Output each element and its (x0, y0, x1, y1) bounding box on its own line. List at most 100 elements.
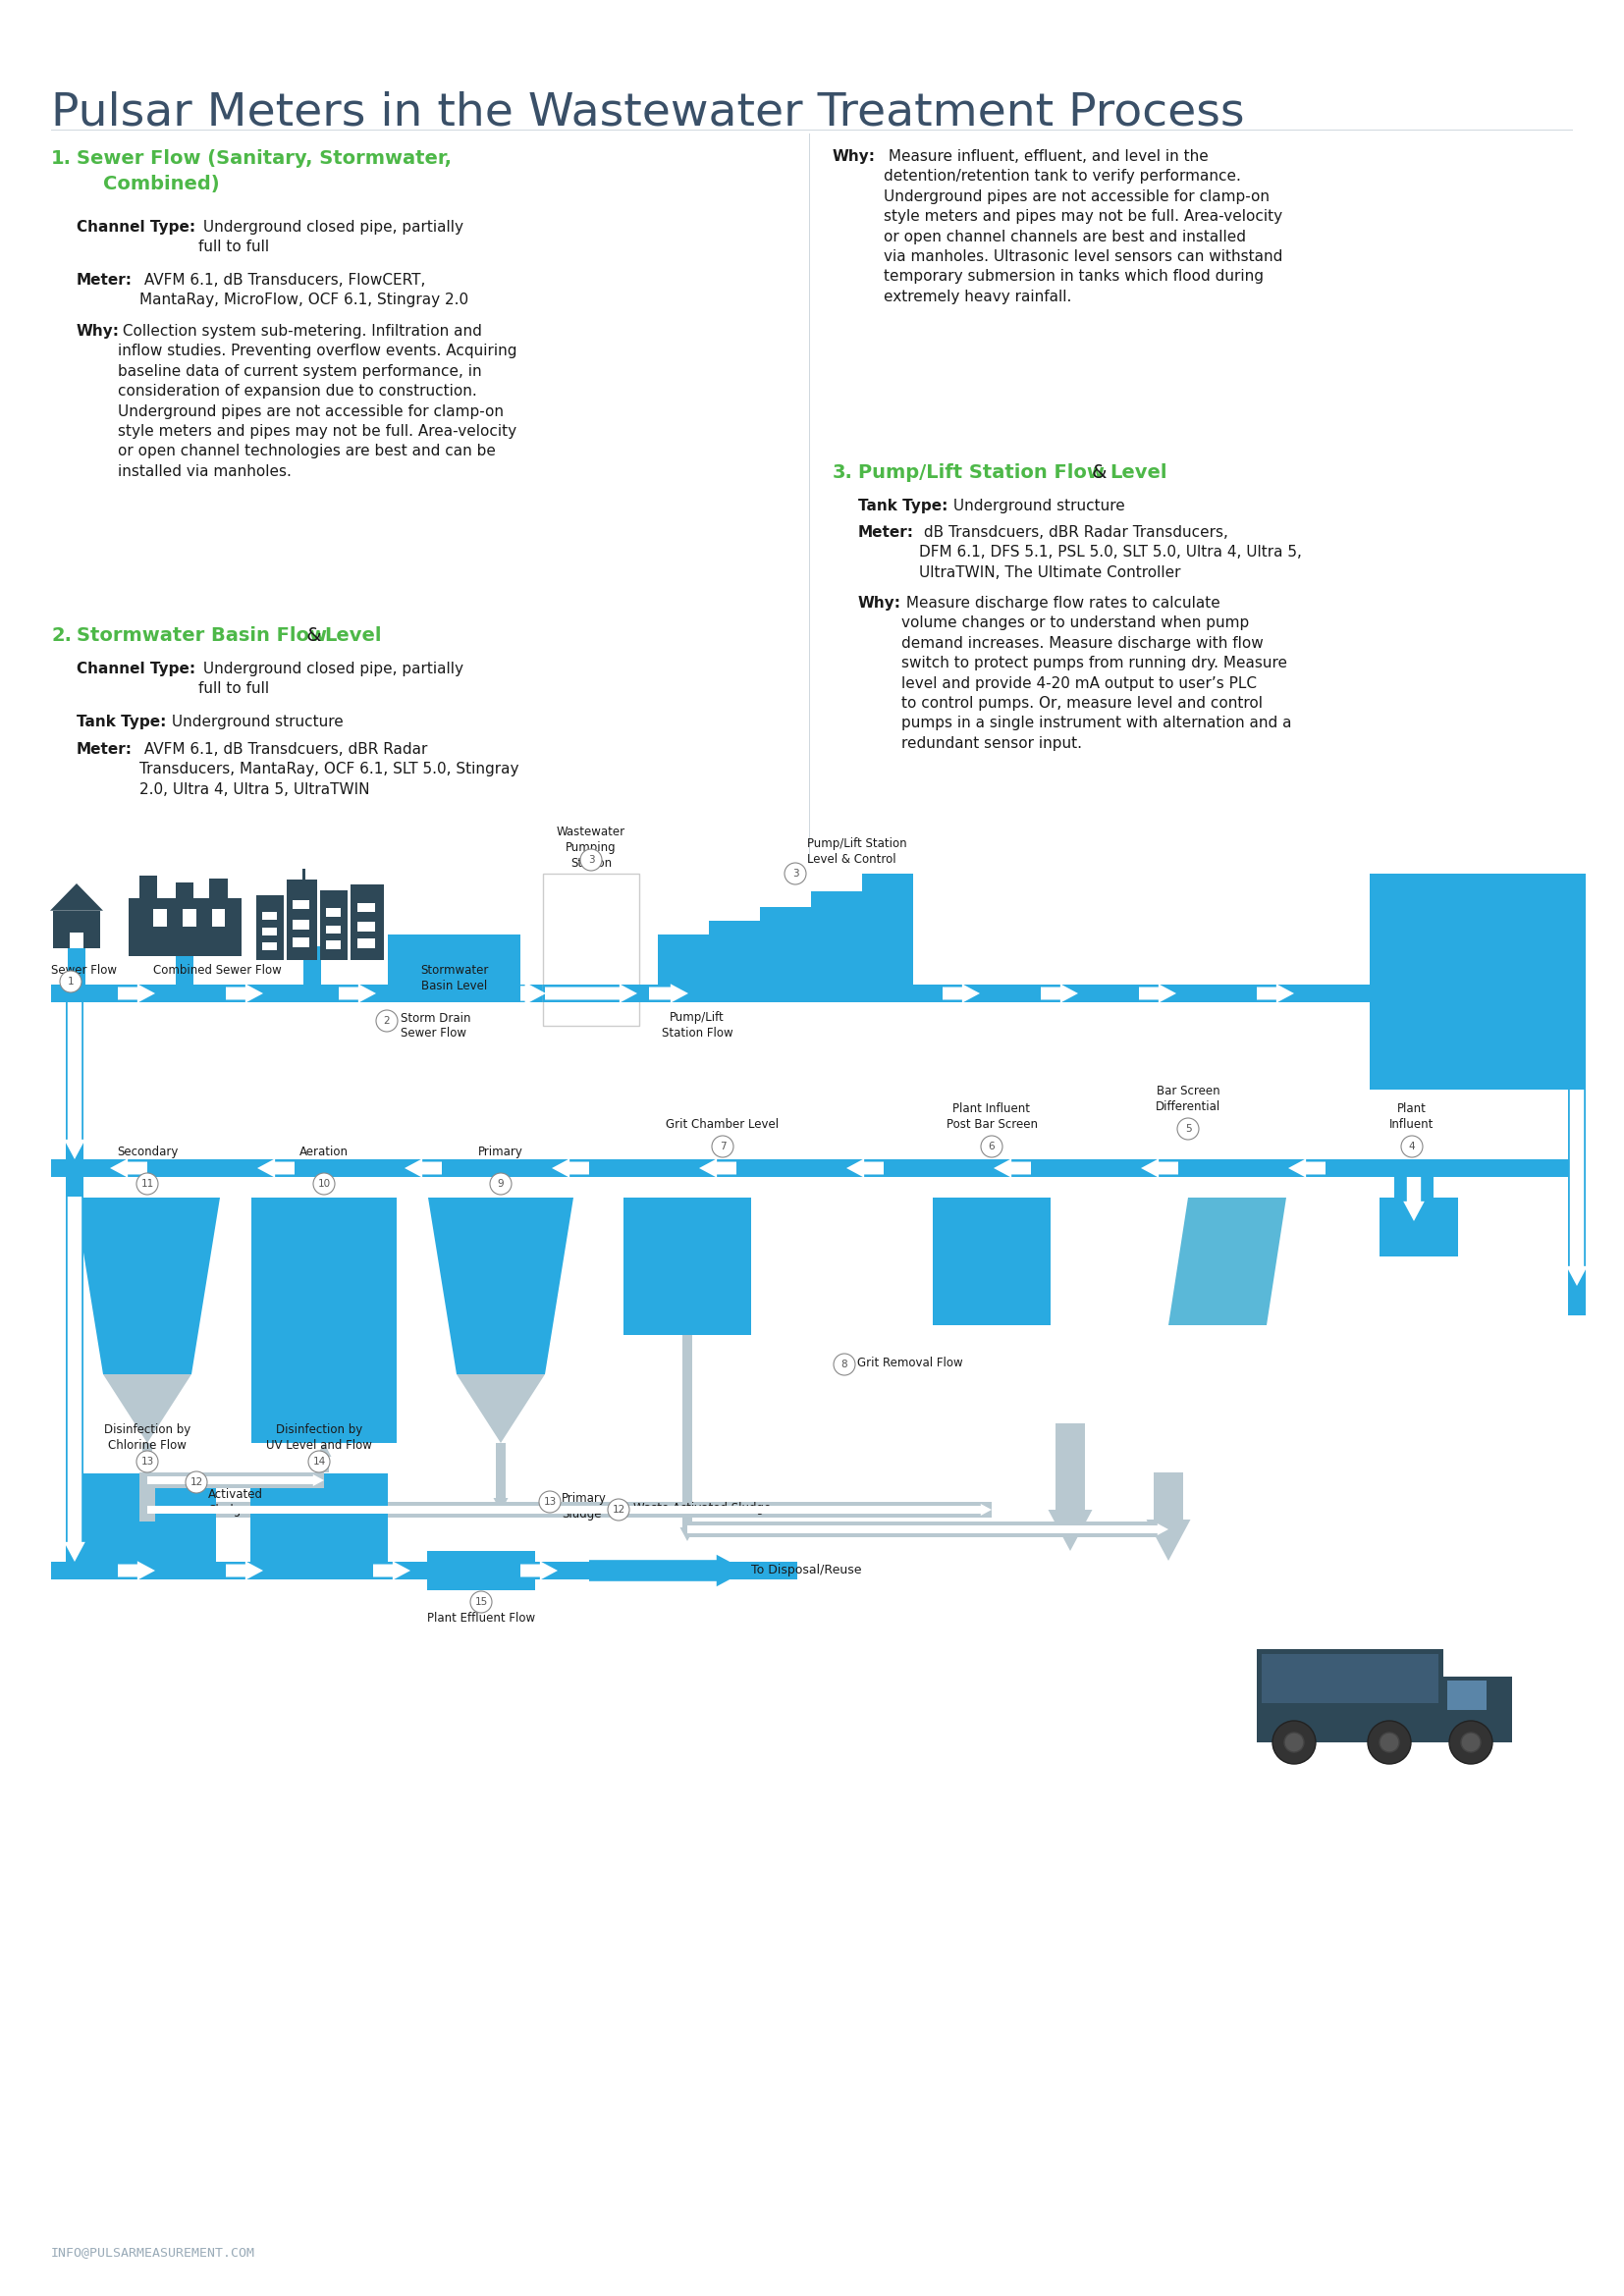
Text: Plant Influent
Post Bar Screen: Plant Influent Post Bar Screen (947, 1102, 1038, 1132)
Polygon shape (1288, 1159, 1325, 1178)
Polygon shape (650, 985, 689, 1003)
Bar (547, 877, 635, 1022)
Bar (182, 909, 197, 928)
Bar (211, 909, 226, 928)
Polygon shape (404, 1159, 442, 1178)
Bar (388, 934, 520, 1003)
Polygon shape (75, 1199, 219, 1375)
Bar (1369, 985, 1585, 1003)
Bar (67, 1003, 83, 1159)
Text: Why:: Why: (76, 324, 120, 338)
Bar (148, 1472, 325, 1488)
Bar (261, 912, 278, 918)
Polygon shape (846, 1159, 883, 1178)
Polygon shape (110, 1159, 148, 1178)
Bar (209, 879, 227, 918)
Bar (357, 902, 375, 912)
Circle shape (185, 1472, 208, 1492)
Polygon shape (456, 1375, 546, 1442)
Polygon shape (1138, 985, 1176, 1003)
Circle shape (377, 1010, 398, 1031)
Bar (292, 937, 310, 948)
Bar (50, 1561, 797, 1580)
Circle shape (1379, 1733, 1400, 1752)
Text: Channel Type:: Channel Type: (76, 220, 195, 234)
Bar (78, 1474, 216, 1561)
Polygon shape (680, 1334, 695, 1541)
Bar (1257, 1649, 1444, 1743)
Bar (1262, 1653, 1439, 1704)
Circle shape (580, 850, 603, 870)
Circle shape (1273, 1720, 1315, 1763)
Bar (427, 1552, 536, 1591)
Bar (710, 921, 760, 1003)
Circle shape (313, 1173, 335, 1194)
Text: Why:: Why: (833, 149, 875, 163)
Polygon shape (374, 1561, 411, 1580)
Polygon shape (226, 985, 263, 1003)
Text: 11: 11 (141, 1178, 154, 1189)
Text: Why:: Why: (857, 597, 901, 611)
Polygon shape (520, 983, 546, 1006)
Text: 12: 12 (612, 1504, 625, 1515)
Bar (760, 907, 810, 1003)
Text: 9: 9 (497, 1178, 503, 1189)
Circle shape (711, 1137, 734, 1157)
Polygon shape (552, 1159, 590, 1178)
Text: AVFM 6.1, dB Transducers, FlowCERT,
MantaRay, MicroFlow, OCF 6.1, Stingray 2.0: AVFM 6.1, dB Transducers, FlowCERT, Mant… (140, 273, 468, 308)
Circle shape (981, 1137, 1002, 1157)
Bar (175, 882, 193, 918)
Circle shape (1462, 1733, 1481, 1752)
Text: Meter:: Meter: (857, 526, 914, 540)
Bar (542, 875, 640, 1026)
Text: Return
Activated
Sludge: Return Activated Sludge (208, 1472, 263, 1518)
Bar (1369, 875, 1585, 1091)
Bar (153, 909, 167, 928)
Polygon shape (63, 1196, 84, 1561)
Polygon shape (1168, 1199, 1286, 1325)
Polygon shape (50, 884, 102, 912)
Polygon shape (1147, 1472, 1190, 1561)
Text: Pump/Lift
Station Flow: Pump/Lift Station Flow (661, 1010, 732, 1040)
Circle shape (833, 1355, 856, 1375)
Text: Meter:: Meter: (76, 273, 133, 287)
Polygon shape (520, 1561, 557, 1580)
Bar (252, 1199, 396, 1442)
Bar (351, 884, 383, 960)
Bar (1369, 1159, 1585, 1178)
Text: 14: 14 (312, 1456, 325, 1467)
Bar (304, 946, 322, 994)
Text: Pump/Lift Station Flow: Pump/Lift Station Flow (857, 464, 1104, 482)
Circle shape (1402, 1137, 1423, 1157)
Text: Pulsar Meters in the Wastewater Treatment Process: Pulsar Meters in the Wastewater Treatmen… (50, 90, 1244, 135)
Text: Stormwater Basin Flow: Stormwater Basin Flow (76, 627, 326, 645)
Text: Measure influent, effluent, and level in the
detention/retention tank to verify : Measure influent, effluent, and level in… (883, 149, 1283, 303)
Text: Plant Effluent Flow: Plant Effluent Flow (427, 1612, 536, 1626)
Circle shape (784, 863, 806, 884)
Circle shape (490, 1173, 512, 1194)
Polygon shape (148, 1474, 325, 1486)
Bar (292, 900, 310, 909)
Text: 13: 13 (544, 1497, 557, 1506)
Text: 2: 2 (383, 1015, 390, 1026)
Text: Wastewater
Pumping
Station: Wastewater Pumping Station (557, 827, 625, 870)
Polygon shape (119, 985, 156, 1003)
Text: 12: 12 (190, 1476, 203, 1488)
Text: dB Transdcuers, dBR Radar Transducers,
DFM 6.1, DFS 5.1, PSL 5.0, SLT 5.0, Ultra: dB Transdcuers, dBR Radar Transducers, D… (919, 526, 1302, 581)
Text: Underground closed pipe, partially
full to full: Underground closed pipe, partially full … (198, 220, 463, 255)
Polygon shape (1257, 985, 1294, 1003)
Circle shape (539, 1490, 560, 1513)
Text: &: & (1086, 464, 1112, 482)
Bar (1447, 1681, 1486, 1711)
Text: 10: 10 (318, 1178, 330, 1189)
Polygon shape (148, 1504, 992, 1515)
Bar (357, 923, 375, 932)
Text: To Disposal/Reuse: To Disposal/Reuse (752, 1564, 862, 1577)
Text: Stormwater
Basin Level: Stormwater Basin Level (421, 964, 489, 992)
Polygon shape (687, 1525, 1168, 1536)
Bar (128, 898, 240, 955)
Text: Underground closed pipe, partially
full to full: Underground closed pipe, partially full … (198, 661, 463, 696)
Polygon shape (994, 1159, 1031, 1178)
Text: Combined Sewer Flow: Combined Sewer Flow (153, 964, 281, 976)
Bar (1379, 1199, 1458, 1256)
